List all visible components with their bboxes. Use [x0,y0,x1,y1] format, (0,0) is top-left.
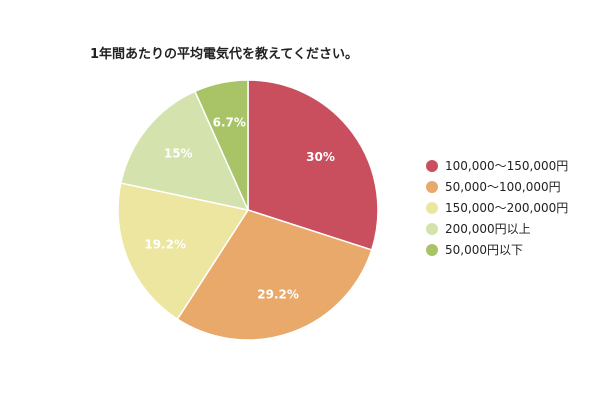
legend-swatch [426,160,438,172]
legend-swatch [426,223,438,235]
legend-label[interactable]: 100,000～150,000円 [445,159,568,173]
slice-labels: 30% 29.2% 19.2% 15% 6.7% [144,115,335,301]
pie-slice[interactable] [117,182,250,321]
legend-swatch [426,181,438,193]
pie-slice[interactable] [176,209,373,341]
slice-data-label: 6.7% [213,115,246,129]
pie-slices [117,79,379,341]
legend-label[interactable]: 150,000～200,000円 [445,201,568,215]
slice-data-label: 30% [306,150,335,164]
legend: 100,000～150,000円 50,000～100,000円 150,000～2… [426,159,568,257]
legend-swatch [426,202,438,214]
legend-label[interactable]: 200,000円以上 [445,222,531,236]
pie-slice[interactable] [119,90,250,212]
legend-swatch [426,244,438,256]
legend-label[interactable]: 50,000円以下 [445,243,523,257]
slice-data-label: 29.2% [257,288,299,302]
pie-slice[interactable] [193,79,249,211]
pie-slice[interactable] [247,79,379,251]
legend-label[interactable]: 50,000～100,000円 [445,180,561,194]
slice-data-label: 15% [164,147,193,161]
chart-title: 1年間あたりの平均電気代を教えてください。 [90,47,359,62]
slice-data-label: 19.2% [144,237,186,251]
